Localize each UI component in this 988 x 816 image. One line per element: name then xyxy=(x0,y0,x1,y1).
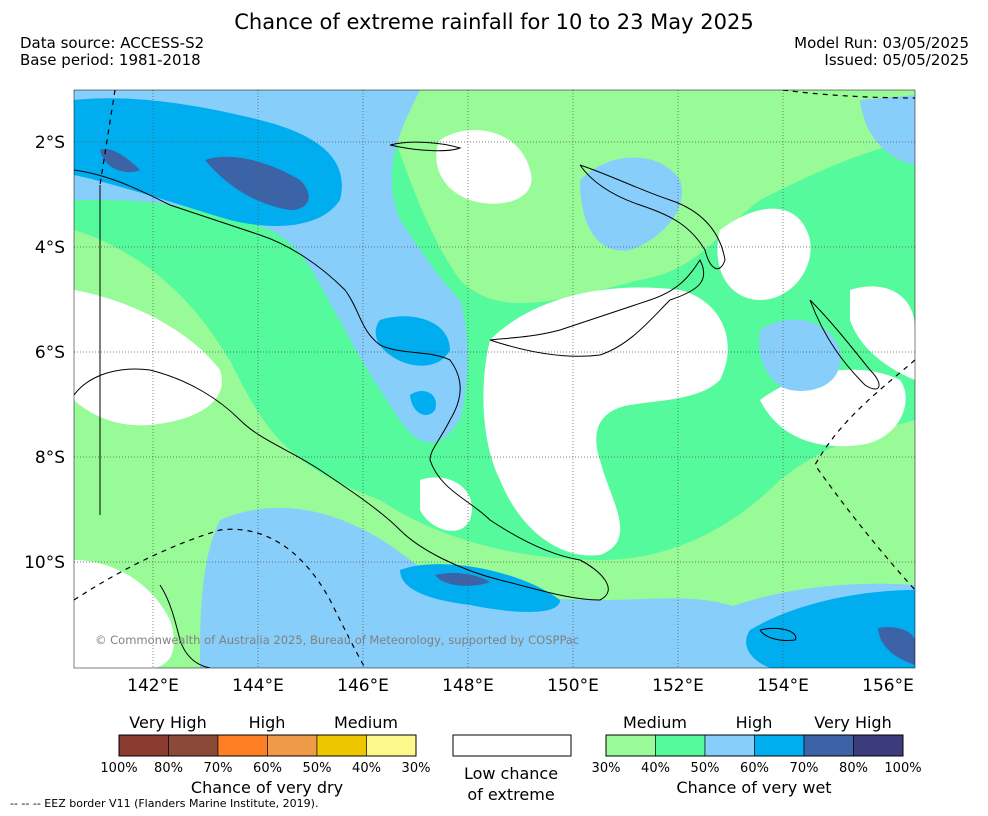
field-70-80-sea xyxy=(435,572,490,586)
lon-label-156e: 156°E xyxy=(862,676,914,696)
legend-dry-tick-4: 50% xyxy=(303,761,332,776)
field-low-southwest xyxy=(74,560,174,668)
legend-low-caption-2: of extreme xyxy=(467,785,554,804)
field-70-80-north xyxy=(205,156,309,210)
legend-dry-swatch-4 xyxy=(316,734,367,757)
lat-label-8s: 8°S xyxy=(35,448,65,468)
legend-wet-tick-0: 30% xyxy=(592,761,621,776)
copyright-notice: © Commonwealth of Australia 2025, Bureau… xyxy=(95,633,580,647)
field-50-60-newireland xyxy=(580,157,682,251)
lon-label-142e: 142°E xyxy=(127,676,179,696)
field-60-70-morobe xyxy=(410,390,436,415)
map-frame xyxy=(73,89,916,669)
legend-dry-swatches xyxy=(118,734,417,757)
rossel-coast xyxy=(759,627,797,641)
legend-wet-swatch-1 xyxy=(655,734,706,757)
legend-wet-swatch-3 xyxy=(754,734,805,757)
field-70-80-coralsea xyxy=(878,627,915,665)
legend-wet: Medium High Very High 30% 40% 50% 60% 70% 80%… xyxy=(592,713,922,797)
legend-dry-ticks: 100% 80% 70% 60% 50% 40% 30% xyxy=(100,761,430,776)
legend-wet-heading-medium: Medium xyxy=(623,713,687,732)
legend-dry-tick-0: 100% xyxy=(100,761,137,776)
legend-dry-heading-very-high: Very High xyxy=(129,713,206,732)
legend-wet-tick-1: 40% xyxy=(641,761,670,776)
field-60-70-coralsea xyxy=(746,590,915,668)
field-50-60-northeast xyxy=(860,95,915,165)
field-low-gulf xyxy=(420,477,472,531)
legend-wet-swatches xyxy=(605,734,904,757)
legend-wet-heading-very-high: Very High xyxy=(814,713,891,732)
legend-low-caption-1: Low chance xyxy=(464,764,558,783)
legend-wet-caption: Chance of very wet xyxy=(676,778,831,797)
legend-dry: Very High High Medium 100% 80% 70% 60% 50% 40… xyxy=(100,713,430,797)
lat-label-4s: 4°S xyxy=(35,238,65,258)
legend-dry-tick-1: 80% xyxy=(154,761,183,776)
legend-wet-ticks: 30% 40% 50% 60% 70% 80% 100% xyxy=(592,761,922,776)
legend-dry-swatch-1 xyxy=(168,734,219,757)
legend-wet-tick-5: 80% xyxy=(839,761,868,776)
legend-wet-tick-4: 70% xyxy=(790,761,819,776)
field-50-60-south xyxy=(200,507,760,668)
data-info: Data source: ACCESS-S2 Base period: 1981… xyxy=(20,35,204,69)
field-70-80-northwest xyxy=(100,149,140,173)
bougainville-coast xyxy=(809,299,880,390)
lon-label-154e: 154°E xyxy=(757,676,809,696)
issued-date: Issued: 05/05/2025 xyxy=(824,51,969,69)
legend-dry-tick-2: 70% xyxy=(204,761,233,776)
field-low-far-east xyxy=(850,286,915,380)
legend-dry-swatch-2 xyxy=(217,734,268,757)
coastlines xyxy=(74,141,880,668)
graticule xyxy=(74,90,915,668)
new-ireland-coast xyxy=(579,164,726,270)
legend-dry-tick-5: 40% xyxy=(352,761,381,776)
legend-wet-tick-3: 60% xyxy=(740,761,769,776)
lon-label-146e: 146°E xyxy=(337,676,389,696)
legend-dry-heading-high: High xyxy=(249,713,286,732)
field-50-60-bougainville xyxy=(759,319,841,391)
legend-wet-heading-high: High xyxy=(736,713,773,732)
lon-label-144e: 144°E xyxy=(232,676,284,696)
eez-borders xyxy=(74,90,915,668)
legend-dry-swatch-0 xyxy=(118,734,169,757)
legend-wet-swatch-5 xyxy=(853,734,904,757)
lat-label-6s: 6°S xyxy=(35,343,65,363)
legend-dry-swatch-5 xyxy=(366,734,417,757)
legend-dry-tick-3: 60% xyxy=(253,761,282,776)
legend-wet-tick-6: 100% xyxy=(884,761,921,776)
legend-dry-tick-6: 30% xyxy=(402,761,431,776)
legend-wet-tick-2: 50% xyxy=(691,761,720,776)
cape-york-coast xyxy=(159,584,211,668)
new-guinea-coast xyxy=(74,169,609,601)
legend-low: Low chance of extreme xyxy=(452,734,572,804)
field-low-west xyxy=(74,290,222,426)
run-info: Model Run: 03/05/2025 Issued: 05/05/2025 xyxy=(794,35,969,69)
legend-dry-heading-medium: Medium xyxy=(334,713,398,732)
lon-label-150e: 150°E xyxy=(547,676,599,696)
legend-wet-swatch-0 xyxy=(605,734,656,757)
legend-dry-swatch-3 xyxy=(267,734,318,757)
data-source: Data source: ACCESS-S2 xyxy=(20,34,205,52)
field-low-northeast xyxy=(717,208,811,300)
probability-fields xyxy=(74,90,915,668)
eez-footnote: -- -- -- EEZ border V11 (Flanders Marine… xyxy=(10,797,319,810)
legend-wet-swatch-2 xyxy=(704,734,755,757)
field-60-70-huon xyxy=(375,316,450,366)
legend-wet-swatch-4 xyxy=(803,734,854,757)
map-title: Chance of extreme rainfall for 10 to 23 … xyxy=(234,10,754,34)
lon-label-148e: 148°E xyxy=(442,676,494,696)
model-run: Model Run: 03/05/2025 xyxy=(794,34,969,52)
field-low-central xyxy=(483,287,728,556)
manus-coast xyxy=(389,141,462,152)
legend-low-swatch xyxy=(452,734,572,757)
base-period: Base period: 1981-2018 xyxy=(20,51,201,69)
legend-dry-caption: Chance of very dry xyxy=(191,778,343,797)
lat-label-10s: 10°S xyxy=(24,553,65,573)
lon-label-152e: 152°E xyxy=(652,676,704,696)
lat-label-2s: 2°S xyxy=(35,133,65,153)
new-britain-coast xyxy=(489,259,705,357)
